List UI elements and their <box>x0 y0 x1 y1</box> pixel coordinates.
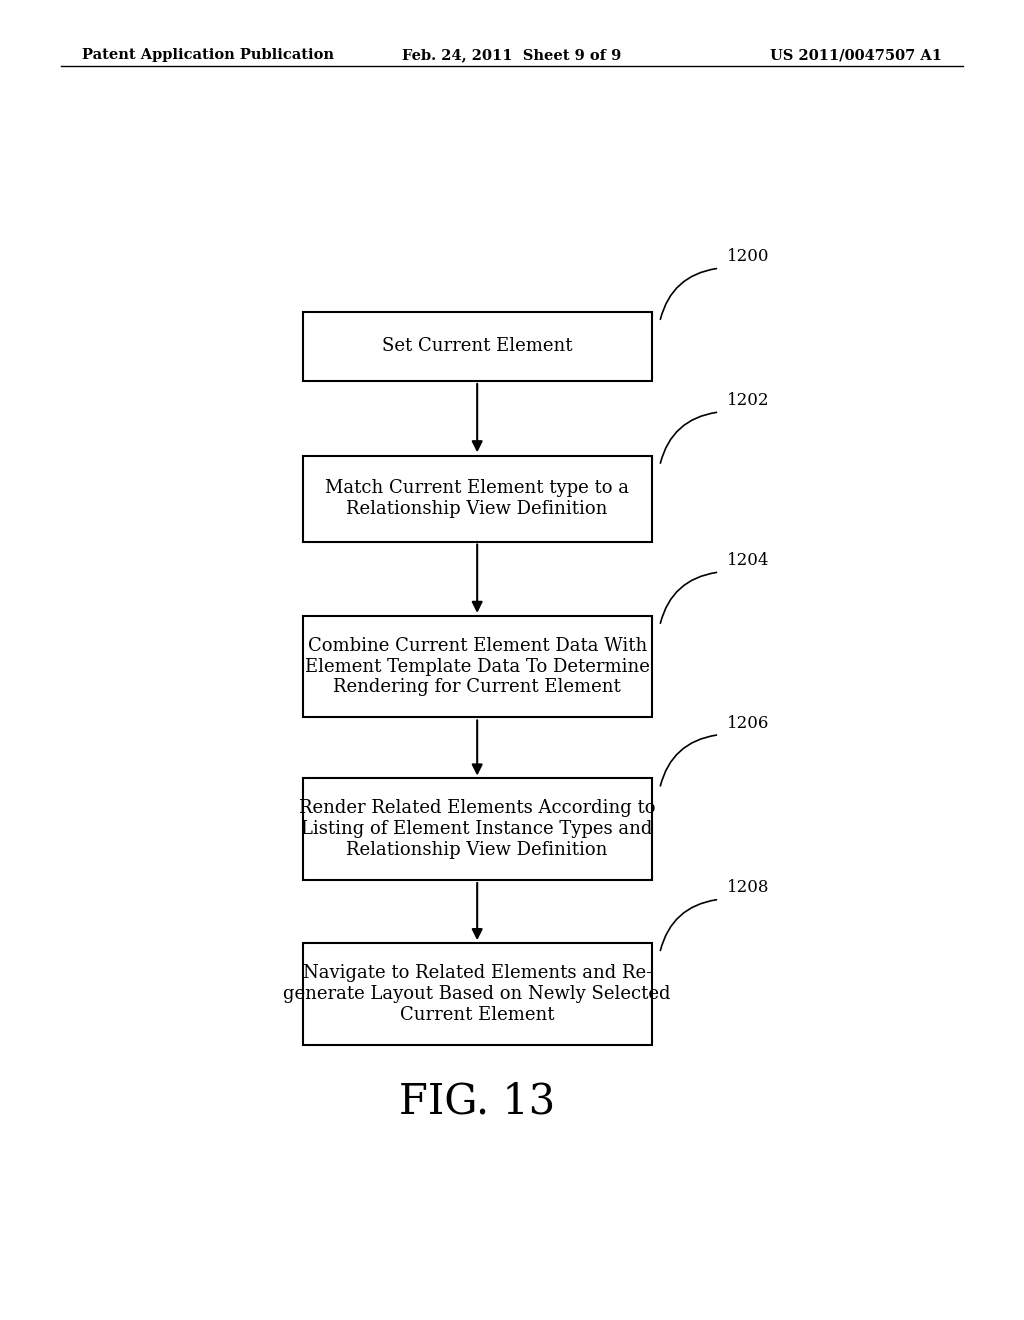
Bar <box>303 779 652 880</box>
Text: 1208: 1208 <box>727 879 770 896</box>
Text: Render Related Elements According to
Listing of Element Instance Types and
Relat: Render Related Elements According to Lis… <box>299 800 655 859</box>
Text: 1204: 1204 <box>727 552 770 569</box>
Text: Feb. 24, 2011  Sheet 9 of 9: Feb. 24, 2011 Sheet 9 of 9 <box>402 49 622 62</box>
Text: FIG. 13: FIG. 13 <box>399 1081 555 1122</box>
Bar <box>303 615 652 718</box>
Text: 1202: 1202 <box>727 392 770 409</box>
Text: Match Current Element type to a
Relationship View Definition: Match Current Element type to a Relation… <box>326 479 629 519</box>
Text: Set Current Element: Set Current Element <box>382 338 572 355</box>
Text: 1200: 1200 <box>727 248 770 265</box>
Bar <box>303 312 652 381</box>
Text: Patent Application Publication: Patent Application Publication <box>82 49 334 62</box>
Text: 1206: 1206 <box>727 714 770 731</box>
Text: Combine Current Element Data With
Element Template Data To Determine
Rendering f: Combine Current Element Data With Elemen… <box>305 636 649 697</box>
Bar <box>303 942 652 1044</box>
Text: Navigate to Related Elements and Re-
generate Layout Based on Newly Selected
Cur: Navigate to Related Elements and Re- gen… <box>284 964 671 1024</box>
Text: US 2011/0047507 A1: US 2011/0047507 A1 <box>770 49 942 62</box>
Bar <box>303 455 652 543</box>
